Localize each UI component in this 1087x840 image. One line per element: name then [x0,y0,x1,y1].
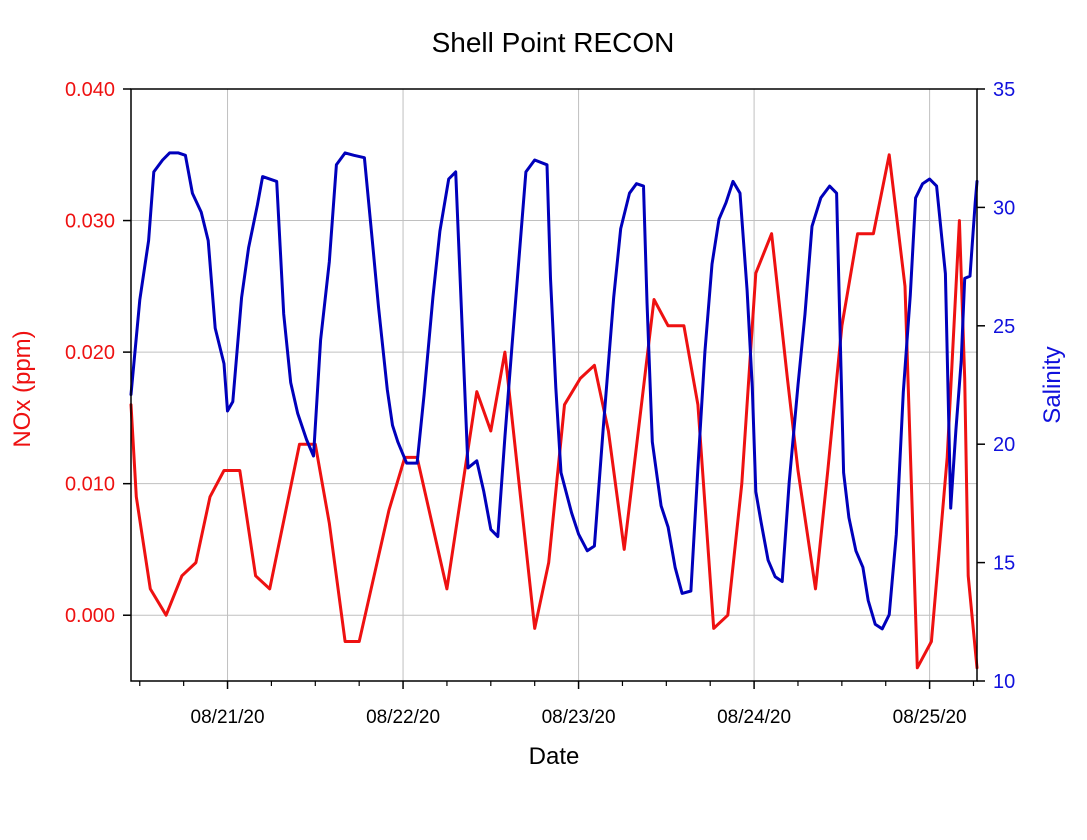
right-tick-label: 30 [993,197,1015,219]
x-axis-label: Date [529,743,580,770]
series-lines [129,151,979,670]
right-tick-label: 10 [993,671,1015,693]
x-tick-label: 08/21/20 [191,707,265,728]
salinity-series-line [129,151,979,631]
left-tick-label: 0.010 [65,474,115,496]
left-tick-label: 0.040 [65,79,115,101]
left-tick-label: 0.000 [65,605,115,627]
x-tick-label: 08/24/20 [717,707,791,728]
grid-lines [131,88,977,681]
plot-area-frame [130,88,978,682]
left-axis-label: NOx (ppm) [9,330,36,447]
x-axis: 08/21/20 08/22/20 08/23/20 08/24/20 08/25/20 [139,681,975,728]
x-tick-label: 08/25/20 [893,707,967,728]
right-tick-label: 25 [993,316,1015,338]
right-axis-label: Salinity [1039,346,1066,423]
right-tick-label: 35 [993,79,1015,101]
left-tick-label: 0.030 [65,211,115,233]
chart-title: Shell Point RECON [432,27,675,58]
left-axis: 0.000 0.010 0.020 0.030 0.040 [65,79,131,627]
right-tick-label: 15 [993,553,1015,575]
right-tick-label: 20 [993,434,1015,456]
right-axis: 10 15 20 25 30 35 [977,79,1015,693]
x-tick-label: 08/23/20 [542,707,616,728]
nox-series-line [129,153,979,670]
x-tick-label: 08/22/20 [366,707,440,728]
left-tick-label: 0.020 [65,342,115,364]
